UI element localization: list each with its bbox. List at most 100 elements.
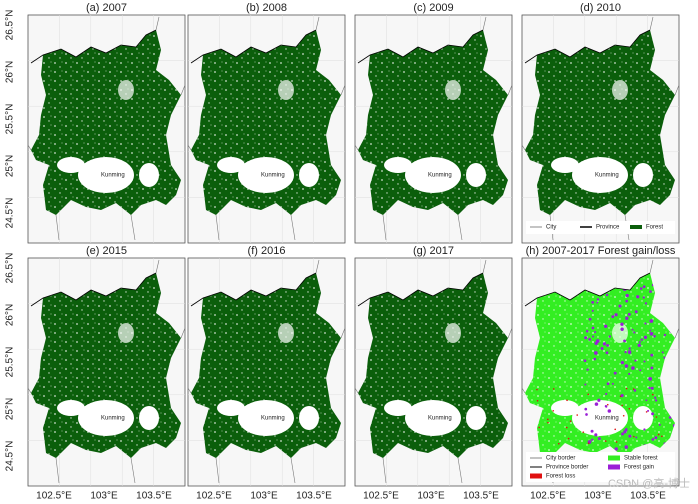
loss-speck [632, 388, 635, 390]
urban-hole [238, 157, 294, 193]
gain-speck [625, 293, 629, 298]
speckle-layer [358, 30, 508, 215]
gain-speck [592, 335, 595, 338]
gain-speck [645, 399, 648, 402]
clearing [612, 323, 628, 343]
province-border [30, 29, 157, 64]
loss-speck [619, 395, 622, 398]
gain-speck [654, 399, 658, 402]
panel-title: (g) 2017 [413, 245, 454, 257]
legend: City Province Forest [526, 221, 675, 234]
loss-speck [582, 431, 585, 433]
loss-speck [536, 388, 538, 391]
lon-label: 103°E [584, 491, 612, 502]
map-panel: Kunming [354, 14, 513, 244]
gain-speck [591, 326, 595, 330]
gain-speck [633, 389, 637, 392]
gain-speck [594, 351, 598, 355]
lon-label: 103.5°E [136, 491, 172, 502]
clearing [299, 163, 319, 187]
gain-speck [588, 338, 592, 341]
gain-speck [643, 360, 646, 363]
province-border [190, 29, 317, 64]
gain-speck [584, 407, 588, 411]
gain-speck [631, 328, 634, 331]
region-map: Kunming [187, 259, 346, 484]
clearing [139, 163, 159, 187]
region-map: Kunming [354, 259, 513, 484]
gain-speck [593, 357, 597, 361]
clearing [217, 157, 245, 173]
legend-label: City border [546, 456, 575, 462]
gain-speck [649, 319, 654, 323]
legend-box [526, 221, 675, 234]
legend-label: Forest [646, 225, 663, 231]
gain-speck [604, 404, 608, 408]
legend-label: Forest gain [624, 465, 654, 471]
map-panel: Kunming City border Stable forest Province … [521, 257, 680, 487]
gain-speck [653, 335, 656, 338]
gain-speck [604, 324, 608, 328]
speckle-layer [31, 273, 181, 458]
loss-speck [566, 399, 568, 402]
clearing [445, 323, 461, 343]
loss-speck [645, 411, 648, 413]
gain-speck [647, 409, 650, 412]
gain-speck [633, 331, 636, 334]
gain-speck [624, 364, 629, 368]
gain-speck [611, 382, 614, 385]
gain-speck [648, 377, 653, 381]
city-border [187, 259, 346, 484]
province-border [30, 272, 157, 307]
gain-speck [623, 430, 627, 434]
gain-speck [585, 329, 589, 333]
gain-speck [605, 293, 609, 297]
gain-speck [639, 369, 642, 372]
lon-label: 103°E [250, 491, 278, 502]
gain-speck [584, 336, 588, 340]
gain-speck [628, 372, 631, 375]
clearing [466, 163, 486, 187]
gain-speck [649, 331, 654, 336]
loss-speck [547, 421, 549, 424]
loss-speck [552, 388, 555, 390]
gain-speck [663, 333, 667, 337]
lon-label: 102.5°E [530, 491, 566, 502]
loss-speck [552, 409, 554, 412]
gain-speck [620, 322, 624, 326]
loss-speck [651, 393, 654, 396]
panel-title: (h) 2007-2017 Forest gain/loss [526, 245, 676, 257]
gain-speck [644, 322, 647, 325]
gain-speck [625, 427, 628, 430]
city-border [27, 16, 186, 241]
clearing [445, 80, 461, 100]
gain-speck [605, 392, 608, 396]
panel-title: (e) 2015 [86, 245, 127, 257]
legend-box [526, 452, 675, 482]
gain-speck [591, 438, 594, 441]
lon-label: 102.5°E [363, 491, 399, 502]
urban-hole [405, 157, 461, 193]
speckle-layer [525, 30, 675, 215]
gain-speck [636, 295, 640, 299]
gain-speck [638, 341, 641, 344]
legend-key [608, 464, 620, 470]
speckle-layer [525, 273, 675, 458]
panel-title: (a) 2007 [86, 2, 127, 14]
lon-label: 103.5°E [296, 491, 332, 502]
map-panel: Kunming City Province Forest [521, 14, 680, 244]
loss-speck [625, 387, 628, 390]
gain-speck [586, 368, 589, 371]
gain-speck [635, 436, 638, 439]
loss-speck [606, 403, 609, 406]
gain-speck [637, 343, 641, 347]
lat-label: 24.5°N [5, 198, 16, 229]
province-border [357, 29, 484, 64]
clearing [57, 400, 85, 416]
province-border [524, 29, 651, 64]
gain-speck [649, 290, 652, 293]
clearing [633, 163, 653, 187]
gain-speck [584, 383, 587, 386]
gain-speck [650, 386, 654, 390]
urban-hole [572, 157, 628, 193]
